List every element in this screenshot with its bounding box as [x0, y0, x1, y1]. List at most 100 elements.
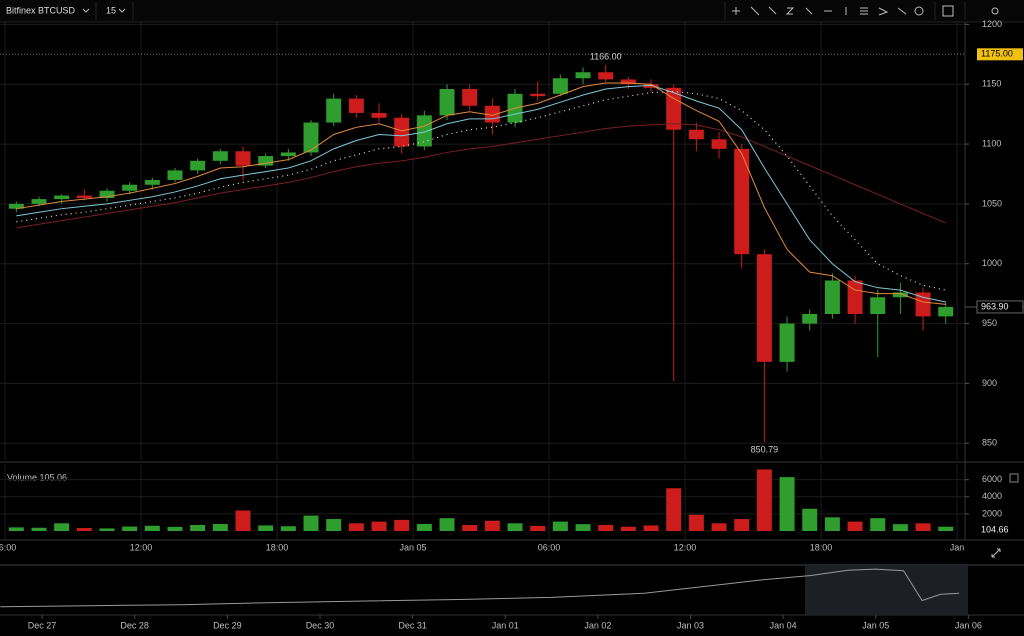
volume-bar	[666, 488, 682, 531]
x-tick-label: 18:00	[266, 542, 289, 552]
candle-body	[8, 203, 24, 209]
volume-bar	[303, 515, 319, 531]
x-tick-label: Jan	[950, 542, 965, 552]
candle-body	[620, 79, 636, 85]
toolbar	[0, 0, 1024, 22]
candle-body	[552, 78, 568, 94]
volume-bar	[439, 518, 455, 531]
candle-body	[462, 89, 478, 106]
candle-body	[326, 98, 342, 123]
y-tick-label: 950	[982, 318, 997, 328]
volume-bar	[756, 469, 772, 531]
volume-bar	[280, 526, 296, 531]
volume-bar	[552, 521, 568, 531]
moving-average	[16, 82, 946, 305]
volume-bar	[122, 526, 138, 531]
volume-bar	[212, 523, 228, 531]
candle-body	[938, 306, 954, 317]
navigator-tick-label: Jan 01	[492, 620, 519, 630]
candle-body	[303, 122, 319, 153]
volume-bar	[824, 517, 840, 531]
navigator-tick-label: Dec 28	[120, 620, 149, 630]
volume-bar	[643, 525, 659, 531]
expand-icon[interactable]	[991, 548, 1001, 558]
volume-bar	[938, 526, 954, 531]
candle-body	[802, 314, 818, 324]
x-tick-label: 06:00	[0, 542, 16, 552]
y-tick-label: 1100	[982, 138, 1001, 148]
close-pane[interactable]	[1009, 473, 1019, 483]
volume-bar	[167, 526, 183, 531]
navigator-tick-label: Jan 03	[677, 620, 704, 630]
volume-bar	[847, 521, 863, 531]
navigator-selection[interactable]	[805, 565, 968, 615]
candle-body	[439, 89, 455, 116]
candle-body	[258, 156, 274, 166]
moving-average	[16, 84, 946, 303]
candle-body	[280, 152, 296, 157]
y-tick-label: 900	[982, 378, 997, 388]
y-tick-label: 1000	[982, 258, 1002, 268]
candle-body	[76, 195, 92, 198]
drawing-tools[interactable]	[732, 5, 999, 17]
navigator-line	[0, 568, 960, 608]
candle-body	[31, 199, 47, 204]
interval[interactable]: 15	[106, 5, 116, 15]
candle-body	[892, 292, 908, 298]
dropdown-icon[interactable]	[118, 8, 126, 13]
volume-bar	[734, 519, 750, 531]
last-price-badge	[976, 300, 1024, 314]
navigator-tick-label: Jan 02	[584, 620, 611, 630]
volume-bar	[575, 524, 591, 531]
candle-body	[711, 139, 727, 149]
last-volume-label: 104.66	[981, 524, 1009, 534]
extreme-label: 850.79	[751, 445, 779, 455]
x-tick-label: 12:00	[130, 542, 153, 552]
symbol[interactable]: Bitfinex BTCUSD	[6, 5, 76, 15]
volume-bar	[711, 523, 727, 531]
volume-bar	[8, 527, 24, 531]
candle-body	[530, 93, 546, 97]
candle-body	[348, 98, 364, 113]
volume-bar	[598, 525, 614, 531]
volume-bar	[326, 519, 342, 531]
volume-bar	[688, 514, 704, 531]
x-tick-label: 12:00	[674, 542, 697, 552]
navigator-tick-label: Dec 29	[213, 620, 242, 630]
candle-body	[643, 84, 659, 88]
y-tick-label: 1050	[982, 198, 1002, 208]
volume-bar	[416, 523, 432, 531]
volume-bar	[348, 523, 364, 531]
candle-body	[688, 129, 704, 140]
candle-body	[575, 72, 591, 79]
candle-body	[734, 148, 750, 255]
x-tick-label: 06:00	[538, 542, 561, 552]
candle-body	[870, 297, 886, 314]
volume-bar	[484, 520, 500, 531]
candle-body	[212, 151, 228, 161]
y-tick-label: 4000	[982, 491, 1002, 501]
candle-body	[167, 170, 183, 180]
y-tick-label: 1200	[982, 19, 1002, 29]
x-tick-label: 18:00	[810, 542, 833, 552]
volume-bar	[371, 521, 387, 531]
y-tick-label: 1150	[982, 79, 1001, 89]
volume-bar	[507, 523, 523, 531]
candle-body	[235, 151, 251, 166]
volume-bar	[99, 528, 115, 531]
y-tick-label: 2000	[982, 508, 1002, 518]
candle-body	[122, 184, 138, 191]
candle-body	[394, 117, 410, 147]
navigator-tick-label: Dec 27	[28, 620, 57, 630]
volume-bar	[530, 525, 546, 531]
dropdown-icon[interactable]	[82, 8, 90, 13]
candle-body	[371, 112, 387, 118]
volume-bar	[258, 525, 274, 531]
navigator-tick-label: Dec 30	[306, 620, 335, 630]
volume-bar	[394, 519, 410, 531]
y-tick-label: 6000	[982, 474, 1002, 484]
navigator-tick-label: Jan 04	[770, 620, 797, 630]
volume-bar	[235, 510, 251, 531]
last-volume-badge	[977, 524, 1023, 537]
